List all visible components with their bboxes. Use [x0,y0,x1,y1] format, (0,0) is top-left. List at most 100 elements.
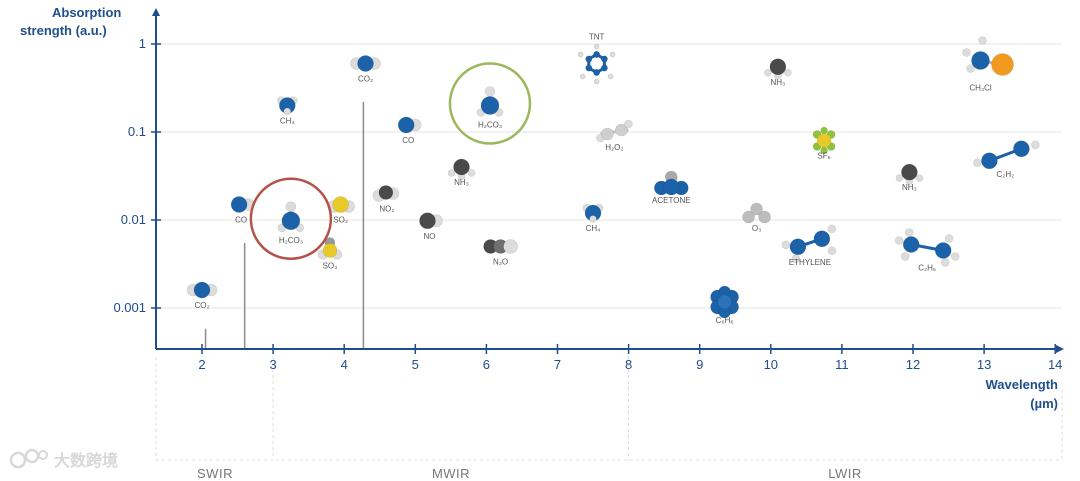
molecule-nh3: NH₃ [895,163,924,192]
molecule-o3: O₃ [742,202,771,233]
atom [503,239,518,254]
x-tick-label: 4 [341,357,348,372]
highlight-circle [249,177,333,261]
atom [769,58,787,76]
atom [480,96,500,115]
atom [467,169,476,177]
atom [1031,140,1040,150]
y-axis-arrow [152,8,160,16]
atom [593,78,600,85]
x-tick-label: 5 [412,357,419,372]
atom [1013,140,1030,158]
atom [609,51,616,58]
highlight-circles [249,62,532,261]
atom [791,254,801,264]
y-ticks: 1 0.1 0.01 0.001 [113,36,161,315]
molecule-c6h6: C₆H₆ [710,285,739,325]
y-tick-label: 1 [139,36,146,51]
atom [904,228,914,237]
molecule-label: SO₂ [333,216,348,225]
atom [589,215,597,223]
atom [966,64,975,73]
atom [332,196,349,213]
molecule-label: N₂O [493,258,508,267]
watermark-logo [9,448,48,469]
molecule-label: ETHYLENE [789,258,831,267]
molecule-label: H₂O₂ [605,143,623,152]
atom [940,258,950,267]
atom [758,210,771,224]
atom [820,126,828,135]
x-axis-title-line2: (µm) [1030,396,1058,411]
x-tick-label: 11 [835,357,849,372]
atom [816,133,832,148]
atom [447,169,456,177]
atom [934,242,952,259]
atom [781,240,791,250]
x-tick-label: 14 [1048,357,1062,372]
atom [813,230,831,248]
molecule-points: CO₂ CO H₂CO₃ CH₄ SO₂ SO₃ CO₂ NO₂ CO NO NH₃ H₂CO₃ N₂O… [186,33,1040,325]
molecule-co: CO [397,116,422,145]
atom [585,55,593,63]
atom [789,238,807,256]
atom [281,211,301,231]
atom [973,158,982,168]
atom [902,236,920,253]
atom [950,252,960,261]
molecule-n2o: N₂O [483,239,518,267]
molecule-label: CH₄ [280,117,295,126]
atom [900,252,910,261]
highlight-circle [448,62,532,145]
y-axis-title-line1: Absorption [52,5,121,20]
atom [615,123,628,137]
molecule-label: NO [424,232,436,241]
molecule-label: CO [402,136,414,145]
vertical-markers [204,101,365,349]
atom [579,73,586,80]
atom [484,86,496,97]
x-tick-label: 8 [625,357,632,372]
x-tick-label: 3 [269,357,276,372]
atom [901,163,918,181]
x-tick-label: 6 [483,357,490,372]
molecule-c2h6: C₂H₆ [894,228,960,273]
atom [981,152,998,170]
y-tick-label: 0.1 [128,124,146,139]
atom [784,69,792,77]
y-tick-label: 0.01 [121,212,146,227]
atom [971,51,990,70]
x-tick-label: 13 [977,357,991,372]
molecule-label: NO₂ [379,205,394,214]
atom [717,294,732,310]
molecule-label: CO [235,216,247,225]
molecule-label: SO₃ [323,262,338,271]
atom [662,178,680,196]
molecule-h2o2: H₂O₂ [596,119,633,152]
x-tick-label: 10 [764,357,778,372]
atom [742,210,755,224]
molecule-label: C₆H₆ [716,316,734,325]
atom [991,53,1014,76]
atom [600,64,608,72]
atom [577,51,584,58]
atom [944,234,954,243]
atom [283,107,292,116]
atom [600,55,608,63]
molecule-so3: SO₃ [317,237,343,271]
atom [962,48,971,57]
molecule-co2: CO₂ [350,55,381,84]
y-axis-title-line2: strength (a.u.) [20,23,107,38]
atom [285,201,297,213]
molecule-sf6: SF₆ [812,126,836,161]
band-label-lwir: LWIR [828,466,862,481]
atom [601,127,614,141]
atom [193,281,211,299]
x-axis-arrow [1056,345,1064,353]
molecule-label: H₂CO₃ [478,121,502,130]
atom [827,224,837,234]
x-tick-label: 12 [906,357,920,372]
molecule-co2: CO₂ [186,281,218,310]
watermark-text: 大数跨境 [54,451,118,470]
